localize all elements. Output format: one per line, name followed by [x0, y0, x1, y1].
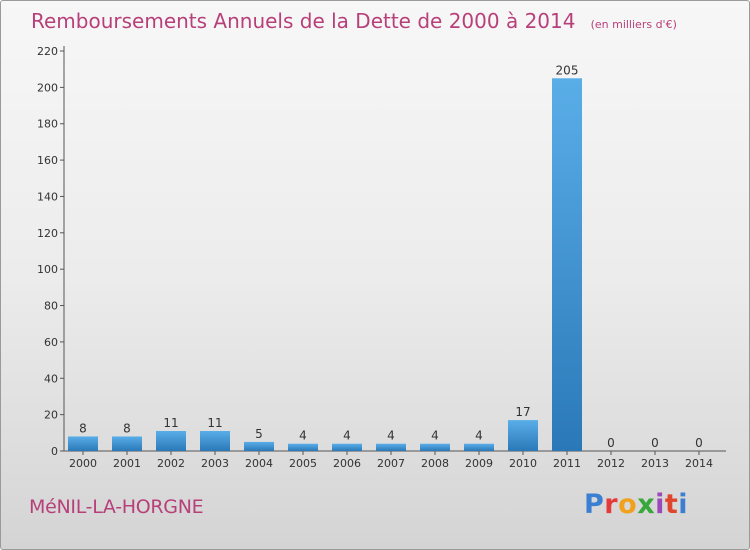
bar-value-label: 0: [695, 436, 703, 450]
y-tick-label: 40: [44, 372, 58, 385]
title-row: Remboursements Annuels de la Dette de 20…: [31, 9, 677, 33]
logo-letter: t: [664, 489, 679, 520]
y-tick-label: 200: [37, 81, 58, 94]
bar: [156, 431, 186, 451]
x-tick-label: 2009: [465, 457, 493, 470]
bar: [552, 78, 582, 451]
bar: [112, 436, 142, 451]
bar-value-label: 4: [299, 429, 307, 443]
bar: [376, 443, 406, 451]
x-tick-label: 2010: [509, 457, 537, 470]
bar: [508, 420, 538, 451]
chart-unit: (en milliers d'€): [590, 18, 677, 31]
y-tick-label: 160: [37, 154, 58, 167]
x-tick-label: 2006: [333, 457, 361, 470]
chart-title: Remboursements Annuels de la Dette de 20…: [31, 9, 576, 33]
y-tick-label: 100: [37, 263, 58, 276]
x-tick-label: 2000: [69, 457, 97, 470]
x-tick-label: 2003: [201, 457, 229, 470]
x-tick-label: 2007: [377, 457, 405, 470]
y-tick-label: 20: [44, 409, 58, 422]
bar-value-label: 0: [651, 436, 659, 450]
bar: [244, 441, 274, 451]
y-tick-label: 220: [37, 45, 58, 58]
logo-letter: o: [618, 489, 638, 520]
bar: [464, 443, 494, 451]
y-tick-label: 120: [37, 227, 58, 240]
x-tick-label: 2014: [685, 457, 713, 470]
bar-value-label: 8: [79, 421, 87, 435]
bar: [420, 443, 450, 451]
x-tick-label: 2005: [289, 457, 317, 470]
logo-letter: x: [637, 489, 656, 520]
x-tick-label: 2004: [245, 457, 273, 470]
x-tick-label: 2002: [157, 457, 185, 470]
bar-value-label: 4: [343, 429, 351, 443]
logo-letter: P: [584, 489, 605, 520]
bar-value-label: 4: [431, 429, 439, 443]
bar-value-label: 4: [387, 429, 395, 443]
x-tick-label: 2012: [597, 457, 625, 470]
y-tick-label: 180: [37, 118, 58, 131]
bar-value-label: 205: [556, 63, 579, 77]
bar: [332, 443, 362, 451]
bar-value-label: 8: [123, 421, 131, 435]
bar-value-label: 0: [607, 436, 615, 450]
commune-name: MéNIL-LA-HORGNE: [29, 496, 204, 518]
bar: [200, 431, 230, 451]
bar-value-label: 11: [163, 416, 178, 430]
x-tick-label: 2001: [113, 457, 141, 470]
logo-letter: r: [604, 489, 619, 520]
bar-value-label: 17: [515, 405, 530, 419]
y-tick-label: 80: [44, 300, 58, 313]
y-tick-label: 60: [44, 336, 58, 349]
proxiti-logo: Proxiti: [584, 489, 688, 520]
y-tick-label: 140: [37, 190, 58, 203]
bar-value-label: 4: [475, 429, 483, 443]
x-tick-label: 2013: [641, 457, 669, 470]
logo-letter: i: [678, 489, 689, 520]
bar-value-label: 11: [207, 416, 222, 430]
x-tick-label: 2011: [553, 457, 581, 470]
bar: [68, 436, 98, 451]
bar: [288, 443, 318, 451]
bar-value-label: 5: [255, 427, 263, 441]
y-tick-label: 0: [51, 445, 58, 458]
x-tick-label: 2008: [421, 457, 449, 470]
logo-letter: i: [655, 489, 665, 520]
